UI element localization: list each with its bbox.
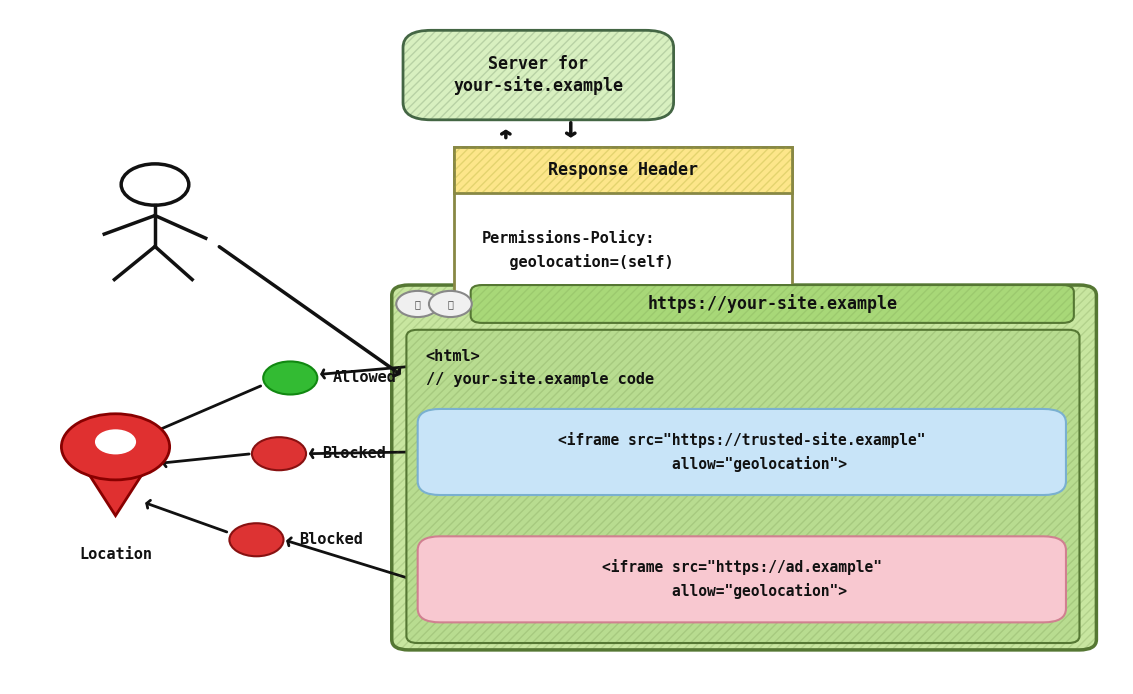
FancyBboxPatch shape xyxy=(403,31,674,120)
Circle shape xyxy=(61,414,170,480)
Text: <iframe src="https://ad.example"
    allow="geolocation">: <iframe src="https://ad.example" allow="… xyxy=(602,559,881,599)
Text: Server for
your-site.example: Server for your-site.example xyxy=(453,55,623,95)
FancyBboxPatch shape xyxy=(470,285,1074,323)
Text: Response Header: Response Header xyxy=(548,161,698,179)
Circle shape xyxy=(429,291,471,317)
Text: ⏩: ⏩ xyxy=(448,299,453,309)
Text: Blocked: Blocked xyxy=(299,532,364,548)
Text: <iframe src="https://trusted-site.example"
    allow="geolocation">: <iframe src="https://trusted-site.exampl… xyxy=(559,432,926,472)
Circle shape xyxy=(252,437,306,471)
FancyBboxPatch shape xyxy=(392,285,1097,650)
Text: https://your-site.example: https://your-site.example xyxy=(647,294,897,314)
Text: <html>
// your-site.example code: <html> // your-site.example code xyxy=(426,349,654,387)
FancyBboxPatch shape xyxy=(418,409,1066,495)
Text: Permissions-Policy:
   geolocation=(self): Permissions-Policy: geolocation=(self) xyxy=(482,230,673,270)
Polygon shape xyxy=(78,457,153,516)
FancyBboxPatch shape xyxy=(418,536,1066,623)
Text: ⏪: ⏪ xyxy=(415,299,420,309)
Bar xyxy=(453,147,792,299)
Text: Location: Location xyxy=(79,547,152,561)
Text: Allowed: Allowed xyxy=(333,371,397,385)
Bar xyxy=(453,147,792,193)
Circle shape xyxy=(397,291,440,317)
Circle shape xyxy=(229,523,283,557)
Bar xyxy=(453,147,792,193)
Circle shape xyxy=(263,362,317,394)
Circle shape xyxy=(95,430,136,455)
FancyBboxPatch shape xyxy=(407,330,1080,643)
Text: Blocked: Blocked xyxy=(322,446,385,462)
